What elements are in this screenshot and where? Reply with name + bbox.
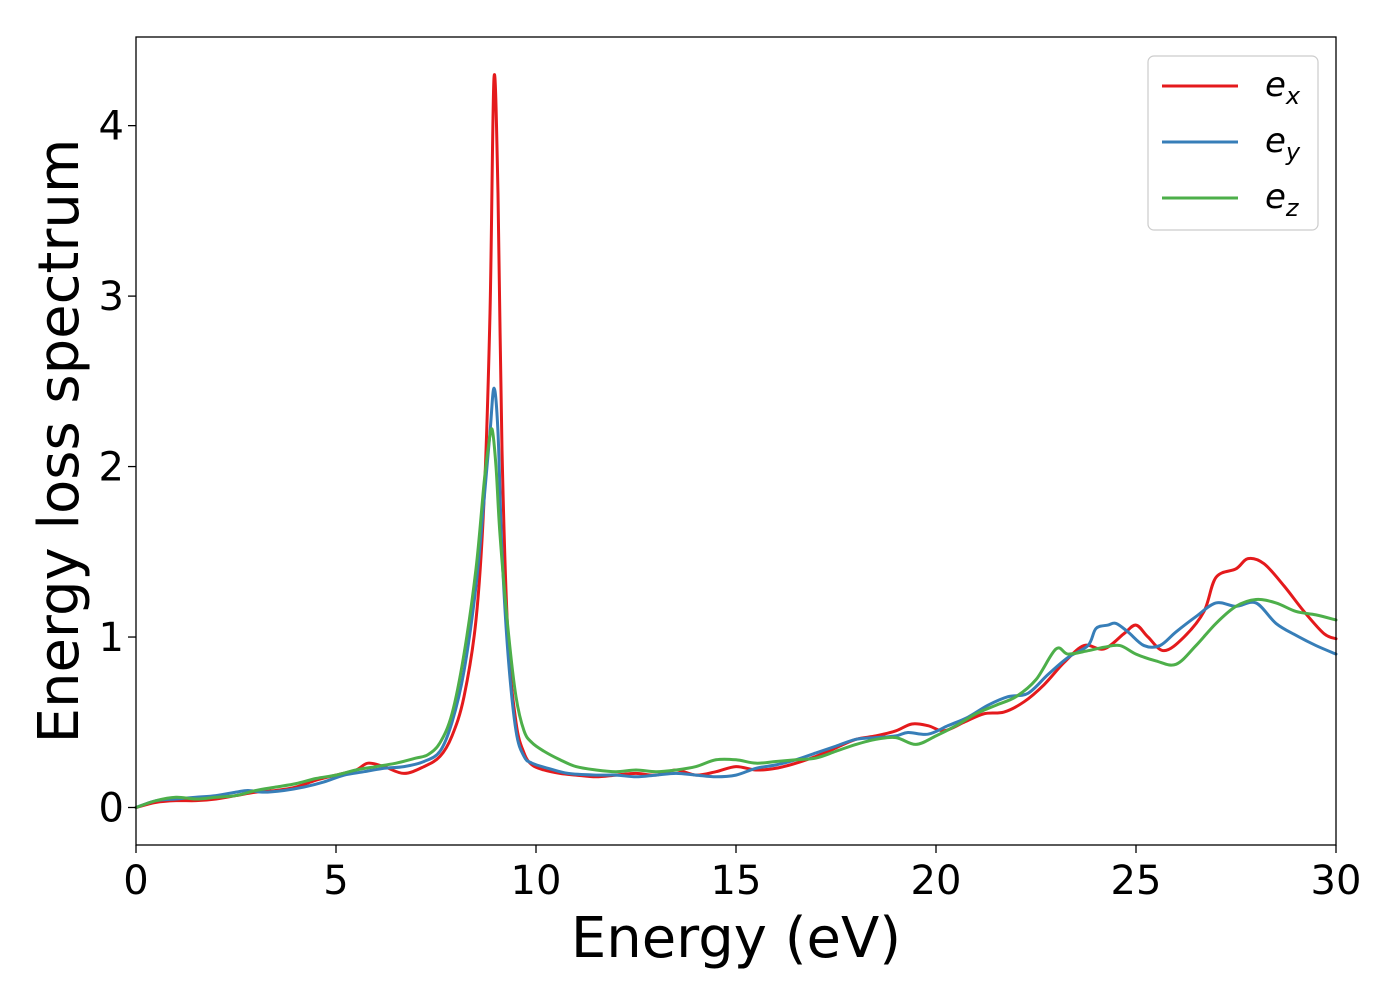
y-tick-label: 0 [99, 785, 124, 831]
series-line-e-z [134, 427, 1338, 809]
legend-label-e-y: ey [1265, 121, 1301, 166]
legend-label-e-z: ez [1265, 177, 1300, 222]
x-axis-title: Energy (eV) [571, 906, 901, 971]
x-tick-label: 25 [1111, 858, 1162, 904]
y-axis-title: Energy loss spectrum [27, 139, 92, 744]
y-axis: 0 1 2 3 4 [99, 104, 136, 831]
x-tick-label: 15 [711, 858, 762, 904]
x-axis: 0 5 10 15 20 25 30 [123, 845, 1361, 904]
y-tick-label: 1 [99, 615, 124, 661]
plot-area [136, 37, 1336, 845]
series-layer [134, 73, 1338, 809]
x-tick-label: 20 [911, 858, 962, 904]
x-tick-label: 0 [123, 858, 148, 904]
x-tick-label: 10 [511, 858, 562, 904]
y-tick-label: 2 [99, 445, 124, 491]
x-tick-label: 30 [1311, 858, 1362, 904]
legend: ex ey ez [1147, 55, 1319, 231]
y-tick-label: 3 [99, 274, 124, 320]
x-tick-label: 5 [323, 858, 348, 904]
series-line-e-y [134, 386, 1338, 809]
y-tick-label: 4 [99, 104, 124, 150]
legend-label-e-x: ex [1265, 65, 1301, 110]
